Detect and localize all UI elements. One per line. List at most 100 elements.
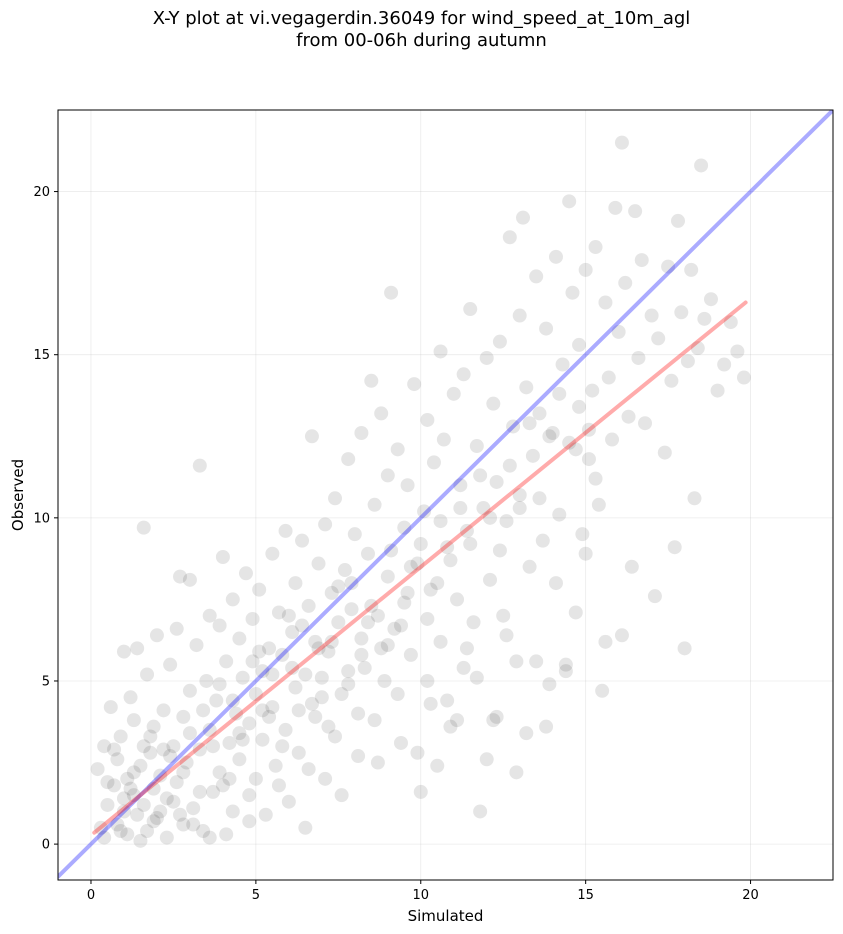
scatter-point — [680, 354, 695, 369]
scatter-point — [614, 135, 629, 150]
scatter-point — [506, 419, 521, 434]
scatter-point — [232, 726, 247, 741]
scatter-point — [486, 396, 501, 411]
fit-lines — [58, 110, 833, 879]
scatter-point — [308, 634, 323, 649]
scatter-point — [469, 670, 484, 685]
scatter-point — [638, 416, 653, 431]
scatter-point — [242, 788, 257, 803]
scatter-point — [542, 429, 557, 444]
scatter-point — [542, 677, 557, 692]
scatter-point — [219, 654, 234, 669]
scatter-point — [110, 817, 125, 832]
scatter-point — [116, 791, 131, 806]
scatter-point — [136, 739, 151, 754]
scatter-point — [456, 367, 471, 382]
scatter-point — [473, 468, 488, 483]
scatter-point — [433, 634, 448, 649]
scatter-point — [519, 380, 534, 395]
scatter-point — [367, 497, 382, 512]
x-axis-label: Simulated — [408, 907, 484, 925]
scatter-point — [532, 491, 547, 506]
scatter-point — [288, 576, 303, 591]
scatter-point — [341, 677, 356, 692]
scatter-point — [453, 501, 468, 516]
scatter-point — [215, 549, 230, 564]
scatter-point — [153, 804, 168, 819]
scatter-point — [588, 471, 603, 486]
scatter-point — [423, 696, 438, 711]
scatter-point — [697, 311, 712, 326]
scatter-point — [430, 758, 445, 773]
scatter-point — [446, 386, 461, 401]
scatter-point — [130, 641, 145, 656]
scatter-point — [328, 729, 343, 744]
chart-title: X-Y plot at vi.vegagerdin.36049 for wind… — [0, 8, 843, 52]
scatter-point — [242, 814, 257, 829]
scatter-point — [400, 478, 415, 493]
scatter-point — [295, 618, 310, 633]
scatter-point — [120, 771, 135, 786]
scatter-point — [255, 664, 270, 679]
scatter-point — [271, 778, 286, 793]
scatter-point — [562, 194, 577, 209]
scatter-point — [107, 742, 122, 757]
scatter-point — [116, 804, 131, 819]
scatter-point — [552, 507, 567, 522]
scatter-point — [483, 572, 498, 587]
scatter-point — [473, 804, 488, 819]
scatter-point — [166, 739, 181, 754]
scatter-point — [430, 576, 445, 591]
scatter-point — [146, 814, 161, 829]
scatter-point — [657, 445, 672, 460]
scatter-point — [357, 660, 372, 675]
scatter-point — [492, 543, 507, 558]
chart-subtitle: from 00-06h during autumn — [296, 30, 547, 51]
scatter-point — [512, 308, 527, 323]
scatter-point — [374, 641, 389, 656]
scatter-point — [512, 501, 527, 516]
scatter-point — [275, 739, 290, 754]
scatter-point — [202, 830, 217, 845]
scatter-point — [186, 817, 201, 832]
scatter-point — [578, 546, 593, 561]
scatter-point — [110, 752, 125, 767]
scatter-point — [393, 618, 408, 633]
scatter-point — [601, 370, 616, 385]
scatter-point — [146, 781, 161, 796]
scatter-point — [581, 422, 596, 437]
y-tick-label: 0 — [42, 838, 50, 853]
scatter-point — [321, 719, 336, 734]
scatter-point — [304, 696, 319, 711]
scatter-point — [222, 771, 237, 786]
scatter-point — [232, 631, 247, 646]
scatter-point — [364, 373, 379, 388]
scatter-point — [690, 341, 705, 356]
scatter-point — [568, 605, 583, 620]
scatter-point — [146, 719, 161, 734]
scatter-point — [621, 409, 636, 424]
scatter-point — [710, 383, 725, 398]
scatter-point — [252, 582, 267, 597]
scatter-point — [598, 634, 613, 649]
scatter-point — [529, 269, 544, 284]
scatter-point — [535, 533, 550, 548]
scatter-point — [443, 553, 458, 568]
scatter-point — [123, 690, 138, 705]
scatter-point — [608, 200, 623, 215]
scatter-point — [433, 514, 448, 529]
scatter-point — [529, 654, 544, 669]
scatter-point — [298, 820, 313, 835]
scatter-point — [552, 386, 567, 401]
one-to-one-line — [58, 110, 833, 879]
scatter-point — [354, 647, 369, 662]
scatter-point — [265, 667, 280, 682]
scatter-point — [159, 830, 174, 845]
scatter-point — [334, 788, 349, 803]
scatter-point — [209, 693, 224, 708]
scatter-point — [486, 713, 501, 728]
scatter-point — [370, 608, 385, 623]
scatter-point — [156, 742, 171, 757]
x-tick-label: 10 — [412, 888, 429, 903]
scatter-point — [265, 546, 280, 561]
